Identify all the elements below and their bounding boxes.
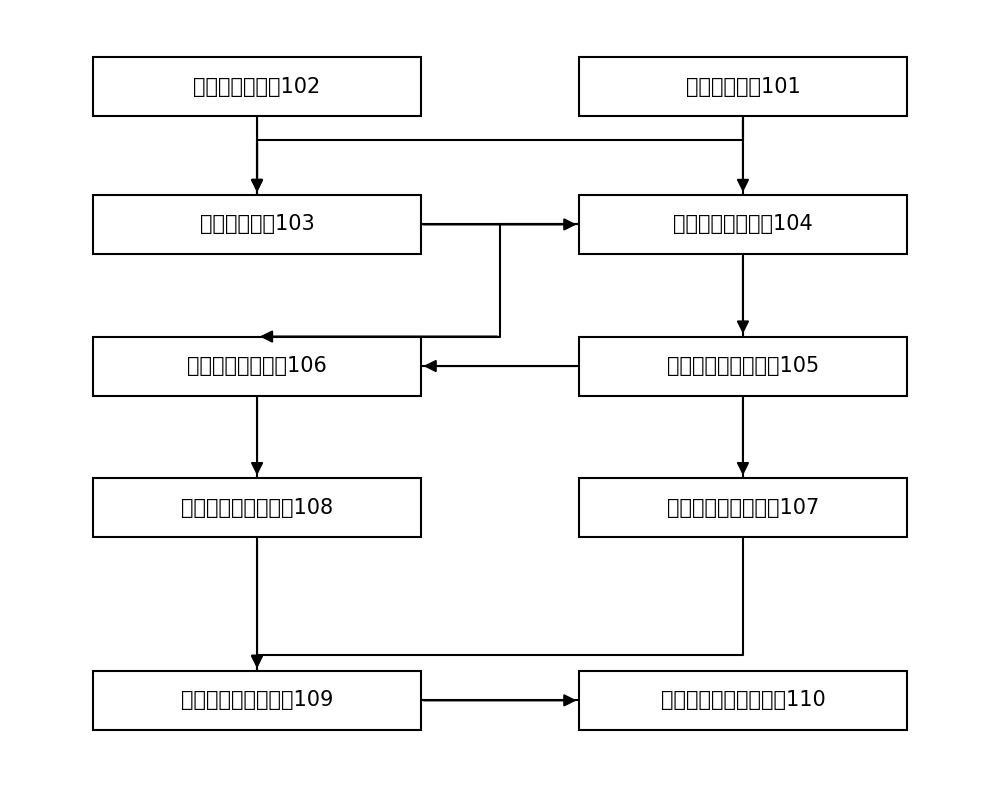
Bar [93,195,421,254]
Text: 电磁暂态计算模块104: 电磁暂态计算模块104 [673,215,813,235]
Text: 综合跳闸率计算模块109: 综合跳闸率计算模块109 [181,690,333,711]
Text: 绵缘子闪络判断模块105: 绵缘子闪络判断模块105 [667,356,819,376]
Bar [93,478,421,537]
Bar [93,336,421,396]
Bar [579,478,907,537]
Bar [579,57,907,116]
Text: 反击跳闸率计算模块107: 反击跳闸率计算模块107 [667,498,819,518]
Text: 基础数据库模块102: 基础数据库模块102 [193,77,321,97]
Bar [93,57,421,116]
Text: 防雷性能改造建议模块110: 防雷性能改造建议模块110 [661,690,825,711]
Text: 模型生成模块103: 模型生成模块103 [200,215,314,235]
Bar [579,195,907,254]
Text: 数据采集模块101: 数据采集模块101 [686,77,800,97]
Bar [93,671,421,730]
Bar [579,336,907,396]
Bar [579,671,907,730]
Text: 间隙击穿判断模块106: 间隙击穿判断模块106 [187,356,327,376]
Text: 绕击跳闸率计算模块108: 绕击跳闸率计算模块108 [181,498,333,518]
